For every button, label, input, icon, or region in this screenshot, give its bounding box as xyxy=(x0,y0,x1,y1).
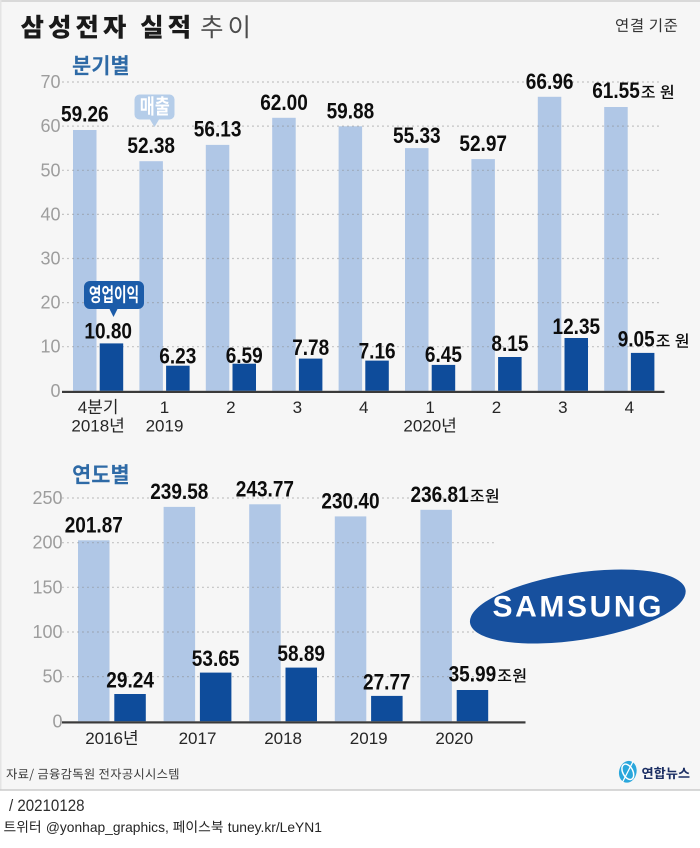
svg-text:61.55: 61.55 xyxy=(592,78,640,103)
svg-text:35.99: 35.99 xyxy=(449,662,497,687)
svg-text:0: 0 xyxy=(50,381,60,401)
svg-text:50: 50 xyxy=(40,160,60,180)
svg-text:52.38: 52.38 xyxy=(127,133,175,158)
svg-text:2: 2 xyxy=(226,398,235,417)
svg-text:2018: 2018 xyxy=(264,729,302,748)
svg-text:3: 3 xyxy=(293,398,302,417)
svg-text:56.13: 56.13 xyxy=(194,116,242,141)
svg-text:29.24: 29.24 xyxy=(106,668,154,693)
svg-text:SAMSUNG: SAMSUNG xyxy=(493,591,662,624)
svg-text:40: 40 xyxy=(40,204,60,224)
svg-text:58.89: 58.89 xyxy=(277,641,325,666)
svg-text:66.96: 66.96 xyxy=(526,69,574,94)
svg-text:201.87: 201.87 xyxy=(65,512,123,537)
svg-text:1: 1 xyxy=(425,398,434,417)
svg-text:tuney.kr/LeYN1: tuney.kr/LeYN1 xyxy=(228,820,322,835)
svg-text:2019: 2019 xyxy=(146,417,184,436)
svg-text:250: 250 xyxy=(32,488,62,508)
svg-text:2016: 2016 xyxy=(85,729,123,748)
svg-text:2019: 2019 xyxy=(350,729,388,748)
svg-text:6.45: 6.45 xyxy=(425,342,462,367)
svg-text:30: 30 xyxy=(40,249,60,269)
svg-text:4: 4 xyxy=(625,398,634,417)
svg-text:0: 0 xyxy=(52,711,62,731)
svg-text:60: 60 xyxy=(40,116,60,136)
svg-text:59.26: 59.26 xyxy=(61,101,109,126)
svg-text:53.65: 53.65 xyxy=(192,646,240,671)
svg-text:2017: 2017 xyxy=(179,729,217,748)
svg-text:243.77: 243.77 xyxy=(236,476,294,501)
svg-text:1: 1 xyxy=(160,398,169,417)
svg-text:2018: 2018 xyxy=(71,417,109,436)
svg-text:150: 150 xyxy=(32,577,62,597)
svg-text:230.40: 230.40 xyxy=(321,488,379,513)
svg-text:8.15: 8.15 xyxy=(491,331,528,356)
svg-text:4: 4 xyxy=(78,398,87,417)
svg-text:239.58: 239.58 xyxy=(150,479,208,504)
svg-text:10: 10 xyxy=(40,337,60,357)
svg-text:3: 3 xyxy=(558,398,567,417)
svg-text:2020: 2020 xyxy=(435,729,473,748)
svg-text:62.00: 62.00 xyxy=(260,90,308,115)
svg-text:70: 70 xyxy=(40,72,60,92)
svg-text:10.80: 10.80 xyxy=(84,319,132,344)
svg-text:200: 200 xyxy=(32,533,62,553)
svg-text:6.23: 6.23 xyxy=(159,344,196,369)
svg-text:9.05: 9.05 xyxy=(618,327,655,352)
svg-text:236.81: 236.81 xyxy=(411,482,469,507)
svg-text:6.59: 6.59 xyxy=(226,343,263,368)
svg-text:7.78: 7.78 xyxy=(292,335,329,360)
svg-text:2: 2 xyxy=(492,398,501,417)
svg-text:100: 100 xyxy=(32,622,62,642)
svg-text:@yonhap_graphics,: @yonhap_graphics, xyxy=(46,820,169,835)
svg-text:7.16: 7.16 xyxy=(359,339,396,364)
svg-text:55.33: 55.33 xyxy=(393,123,441,148)
svg-text:2020: 2020 xyxy=(403,417,441,436)
svg-text:4: 4 xyxy=(359,398,368,417)
svg-text:20: 20 xyxy=(40,293,60,313)
svg-text:59.88: 59.88 xyxy=(327,98,375,123)
svg-text:52.97: 52.97 xyxy=(459,131,507,156)
svg-text:/ 20210128: / 20210128 xyxy=(9,796,85,815)
svg-text:50: 50 xyxy=(42,667,62,687)
svg-text:27.77: 27.77 xyxy=(363,669,411,694)
svg-text:12.35: 12.35 xyxy=(553,314,601,339)
